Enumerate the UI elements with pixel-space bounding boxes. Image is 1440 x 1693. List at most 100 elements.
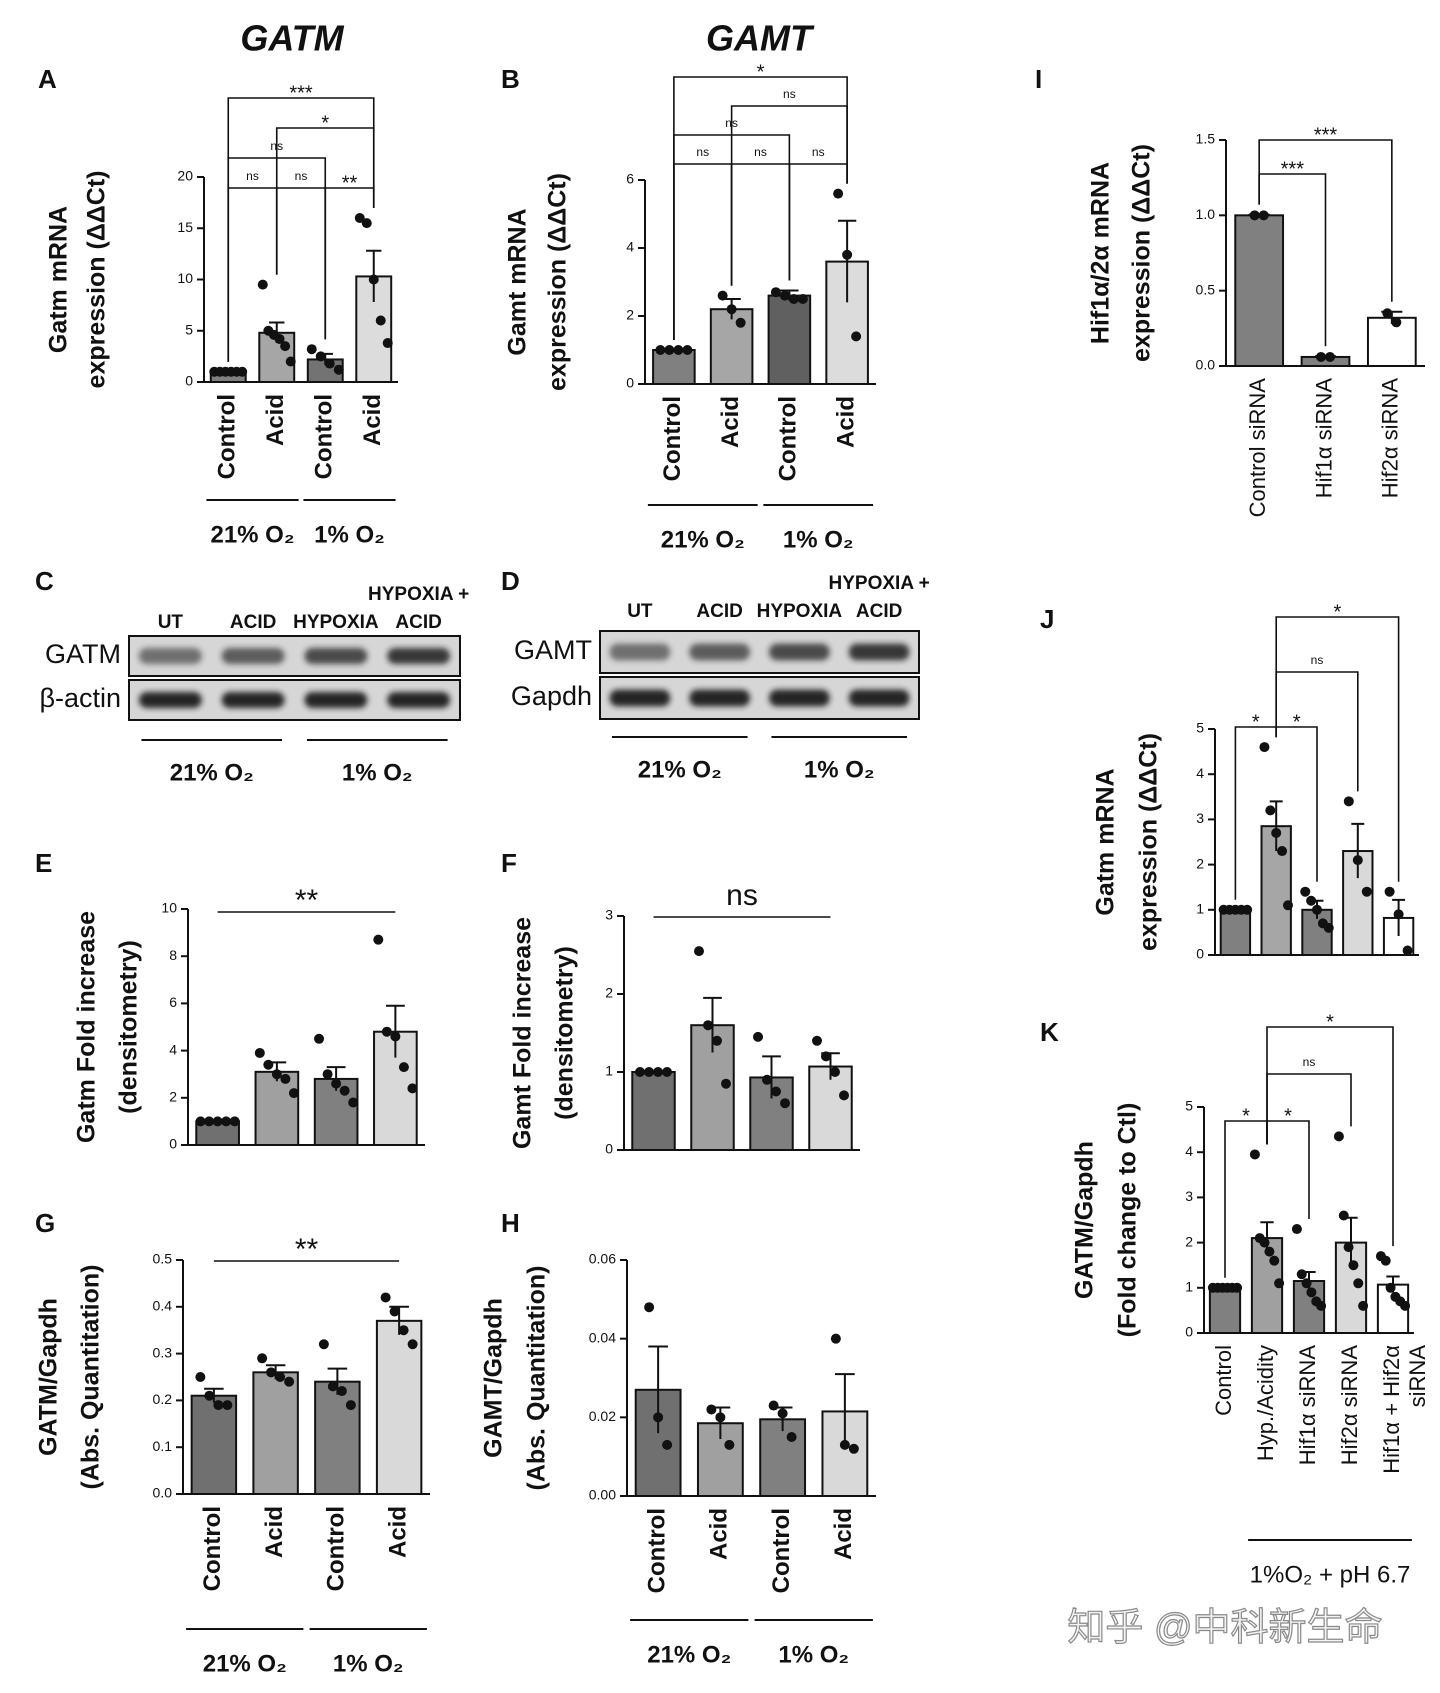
significance-label: ns [246, 169, 259, 183]
data-point [390, 1031, 401, 1042]
significance-bracket [227, 97, 375, 362]
y-tick-label: 0 [1185, 1324, 1193, 1340]
bar [252, 1371, 299, 1495]
blot-band [387, 692, 451, 708]
data-point [1353, 1278, 1364, 1289]
x-tick-label: Acid [717, 396, 744, 448]
data-point [284, 1376, 295, 1387]
data-point [1352, 855, 1363, 866]
panel-letter: B [501, 64, 520, 94]
data-point [204, 1116, 215, 1127]
blot-band [609, 643, 671, 661]
bar [767, 294, 812, 386]
y-axis-label: (Abs. Quantitation) [77, 1265, 105, 1490]
data-point [336, 1386, 347, 1397]
data-point [306, 344, 317, 355]
panel-title: GAMT [706, 18, 815, 59]
significance-label: ns [812, 145, 825, 159]
y-tick-label: 3 [1196, 810, 1204, 826]
x-tick-label: Hif1α siRNA [1295, 1345, 1320, 1466]
data-point [263, 1059, 274, 1070]
data-point [1232, 1282, 1243, 1293]
x-tick-label: Control [1211, 1345, 1236, 1416]
data-point [653, 1067, 663, 1077]
significance-label: * [1242, 1105, 1250, 1127]
y-axis-label: (densitometry) [115, 940, 143, 1114]
group-label: 1% O₂ [314, 521, 385, 548]
error-bar [1269, 800, 1283, 852]
y-tick-label: 2 [605, 985, 613, 1001]
data-point [762, 1074, 772, 1085]
blot-band [689, 689, 750, 707]
y-axis-label: GAMT/Gapdh [480, 1298, 508, 1458]
y-tick-label: 1.0 [1196, 206, 1216, 222]
data-point [1249, 210, 1260, 221]
row-label: GAMT [514, 635, 592, 665]
x-tick-label: Hif2α siRNA [1337, 1345, 1362, 1466]
panel-letter: F [501, 848, 517, 878]
data-point [1316, 1300, 1327, 1311]
data-point [1277, 846, 1288, 857]
y-tick-label: 0.5 [1196, 281, 1216, 297]
blot-band [138, 648, 202, 664]
lane-label: HYPOXIA + [368, 584, 469, 605]
data-point [285, 356, 296, 367]
y-tick-label: 0.5 [153, 1251, 173, 1267]
x-tick-label: Control [323, 1506, 350, 1591]
blot-band [769, 643, 830, 661]
data-point [1348, 1260, 1359, 1271]
y-tick-label: 1 [1196, 901, 1204, 917]
data-point [1380, 1255, 1391, 1266]
significance-label: * [757, 61, 765, 83]
bar [759, 1418, 807, 1498]
blot-band [304, 648, 368, 664]
x-tick-label: Control [214, 394, 241, 479]
x-tick-label: Acid [384, 1506, 411, 1558]
y-axis-label: Hif1α/2α mRNA [1087, 162, 1115, 344]
y-tick-label: 2 [169, 1089, 177, 1105]
data-point [1358, 1300, 1369, 1311]
data-point [314, 1033, 325, 1044]
data-point [1242, 904, 1253, 915]
data-point [786, 1432, 797, 1442]
data-point [229, 1116, 240, 1127]
data-point [1274, 1278, 1285, 1289]
data-point [1306, 895, 1317, 906]
significance-label: * [1284, 1105, 1292, 1127]
data-point [257, 279, 268, 290]
data-point [706, 1404, 717, 1415]
panel-letter: A [38, 64, 57, 94]
y-tick-label: 0.04 [589, 1329, 616, 1345]
y-tick-label: 8 [169, 947, 177, 963]
data-point [213, 1400, 224, 1411]
y-tick-label: 1 [605, 1063, 613, 1079]
y-tick-label: 6 [626, 171, 634, 187]
y-tick-label: 0 [185, 373, 193, 389]
x-tick-label: siRNA [1405, 1345, 1430, 1408]
data-point [398, 1325, 409, 1336]
group-label: 21% O₂ [210, 521, 294, 548]
x-tick-label: Acid [830, 1508, 857, 1560]
data-point [1338, 1210, 1349, 1221]
data-point [1301, 1278, 1312, 1289]
y-tick-label: 3 [605, 907, 613, 923]
data-point [237, 366, 248, 377]
significance-label: * [321, 112, 329, 134]
data-point [381, 1026, 392, 1037]
significance-bracket [1266, 1026, 1394, 1247]
y-axis-label: expression (ΔΔCt) [1135, 733, 1163, 951]
y-axis-label: Gatm Fold increase [73, 911, 101, 1143]
lane-label: ACID [230, 612, 276, 633]
data-point [724, 1439, 735, 1450]
y-tick-label: 4 [626, 239, 634, 255]
group-label: 1% O₂ [778, 1641, 849, 1668]
data-point [271, 1069, 282, 1080]
data-point [842, 249, 853, 260]
significance-label: * [1334, 601, 1342, 623]
data-point [339, 1085, 350, 1096]
lane-label: HYPOXIA [293, 612, 379, 633]
significance-label: ** [342, 172, 358, 194]
y-tick-label: 0.3 [153, 1344, 173, 1360]
data-point [280, 341, 291, 352]
